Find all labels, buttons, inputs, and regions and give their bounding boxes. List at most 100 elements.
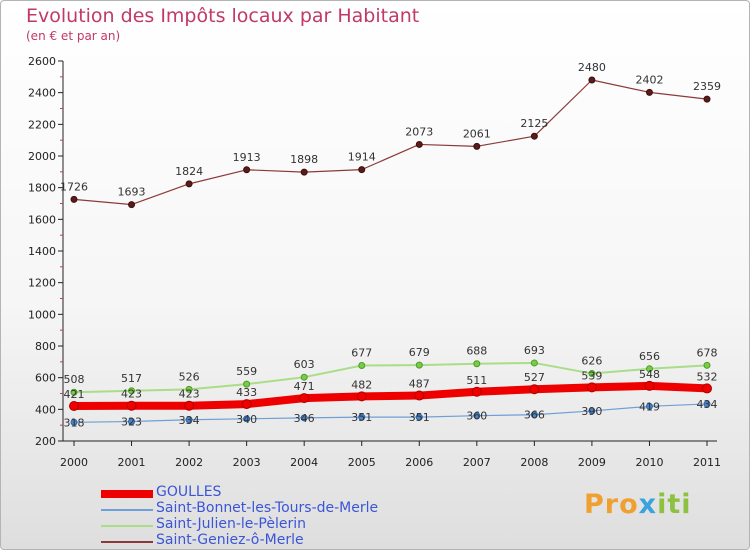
x-tick-label: 2005 [348,456,376,469]
data-point [128,418,136,426]
data-label: 656 [639,350,660,363]
data-label: 508 [64,373,85,386]
data-point [703,400,711,408]
chart-title: Evolution des Impôts locaux par Habitant [26,5,420,27]
data-label: 323 [121,416,142,429]
data-point [358,361,366,369]
legend-label: Saint-Julien-le-Pèlerin [156,516,307,532]
chart-subtitle: (en € et par an) [26,29,121,43]
y-tick-label: 1800 [28,182,56,195]
data-point [645,365,653,373]
data-label: 626 [581,355,602,368]
data-point [70,418,78,426]
data-label: 532 [697,370,718,383]
data-label: 2480 [578,61,606,74]
data-label: 526 [179,370,200,383]
data-point [300,414,308,422]
data-point [415,413,423,421]
data-label: 346 [294,412,315,425]
data-point [702,383,712,394]
x-tick-label: 2000 [60,456,88,469]
data-label: 2125 [520,117,548,130]
data-point [358,413,366,421]
x-tick-label: 2009 [578,456,606,469]
data-point [358,166,366,174]
data-point [300,373,308,381]
x-tick-label: 2010 [635,456,663,469]
data-label: 434 [697,398,718,411]
data-point [299,393,310,404]
x-tick-label: 2004 [290,456,318,469]
y-tick-label: 1600 [28,213,56,226]
data-label: 360 [466,410,487,423]
y-tick-label: 1400 [28,245,56,258]
data-label: 2402 [635,73,663,86]
data-point [471,386,482,397]
data-point [473,142,481,150]
data-label: 334 [179,414,200,427]
x-tick-label: 2001 [118,456,146,469]
data-label: 390 [581,405,602,418]
data-label: 318 [64,416,85,429]
y-tick-label: 600 [35,372,56,385]
data-point [703,95,711,103]
data-label: 517 [121,372,142,385]
y-tick-label: 2000 [28,150,56,163]
data-point [644,380,655,391]
series-2 [70,359,711,396]
y-tick-label: 2600 [28,55,56,68]
x-tick-label: 2006 [405,456,433,469]
data-label: 471 [294,380,315,393]
y-tick-label: 2400 [28,87,56,100]
data-label: 1898 [290,153,318,166]
data-point [414,390,425,401]
legend-swatch [101,490,153,498]
data-point [185,416,193,424]
x-tick-label: 2007 [463,456,491,469]
data-point [243,380,251,388]
data-point [588,407,596,415]
y-tick-label: 1200 [28,277,56,290]
legend-swatch [101,509,153,511]
x-tick-label: 2011 [693,456,721,469]
series-line [73,79,708,206]
data-label: 482 [351,378,372,391]
legend-swatch [101,525,153,527]
data-label: 1914 [348,151,376,164]
data-point [645,402,653,410]
data-point [473,360,481,368]
data-point [703,361,711,369]
data-point [356,391,367,402]
data-label: 679 [409,346,430,359]
data-label: 433 [236,386,257,399]
data-label: 511 [466,374,487,387]
legend-label: Saint-Bonnet-les-Tours-de-Merle [156,500,379,516]
y-tick-label: 1000 [28,308,56,321]
data-label: 559 [236,365,257,378]
data-point [185,385,193,393]
data-label: 603 [294,358,315,371]
data-label: 351 [409,411,430,424]
data-label: 1726 [60,180,88,193]
legend-label: GOULLES [156,484,222,500]
data-label: 1824 [175,165,203,178]
legend-swatch [101,541,153,543]
data-point [473,412,481,420]
data-point [70,388,78,396]
data-label: 2073 [405,125,433,138]
data-point [645,88,653,96]
y-tick-label: 200 [35,435,56,448]
data-point [586,382,597,393]
data-label: 423 [179,388,200,401]
data-label: 1913 [233,151,261,164]
data-label: 527 [524,371,545,384]
data-point [243,415,251,423]
data-point [300,168,308,176]
data-label: 487 [409,378,430,391]
data-label: 548 [639,368,660,381]
data-label: 419 [639,400,660,413]
data-label: 423 [121,388,142,401]
data-label: 2359 [693,80,721,93]
